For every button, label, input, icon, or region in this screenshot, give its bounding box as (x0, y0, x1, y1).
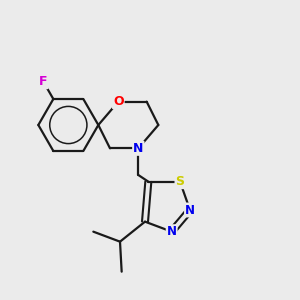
Text: F: F (39, 75, 48, 88)
Text: O: O (113, 95, 124, 108)
Text: N: N (185, 203, 195, 217)
Text: N: N (133, 142, 143, 155)
Text: N: N (167, 225, 177, 238)
Text: S: S (176, 175, 184, 188)
